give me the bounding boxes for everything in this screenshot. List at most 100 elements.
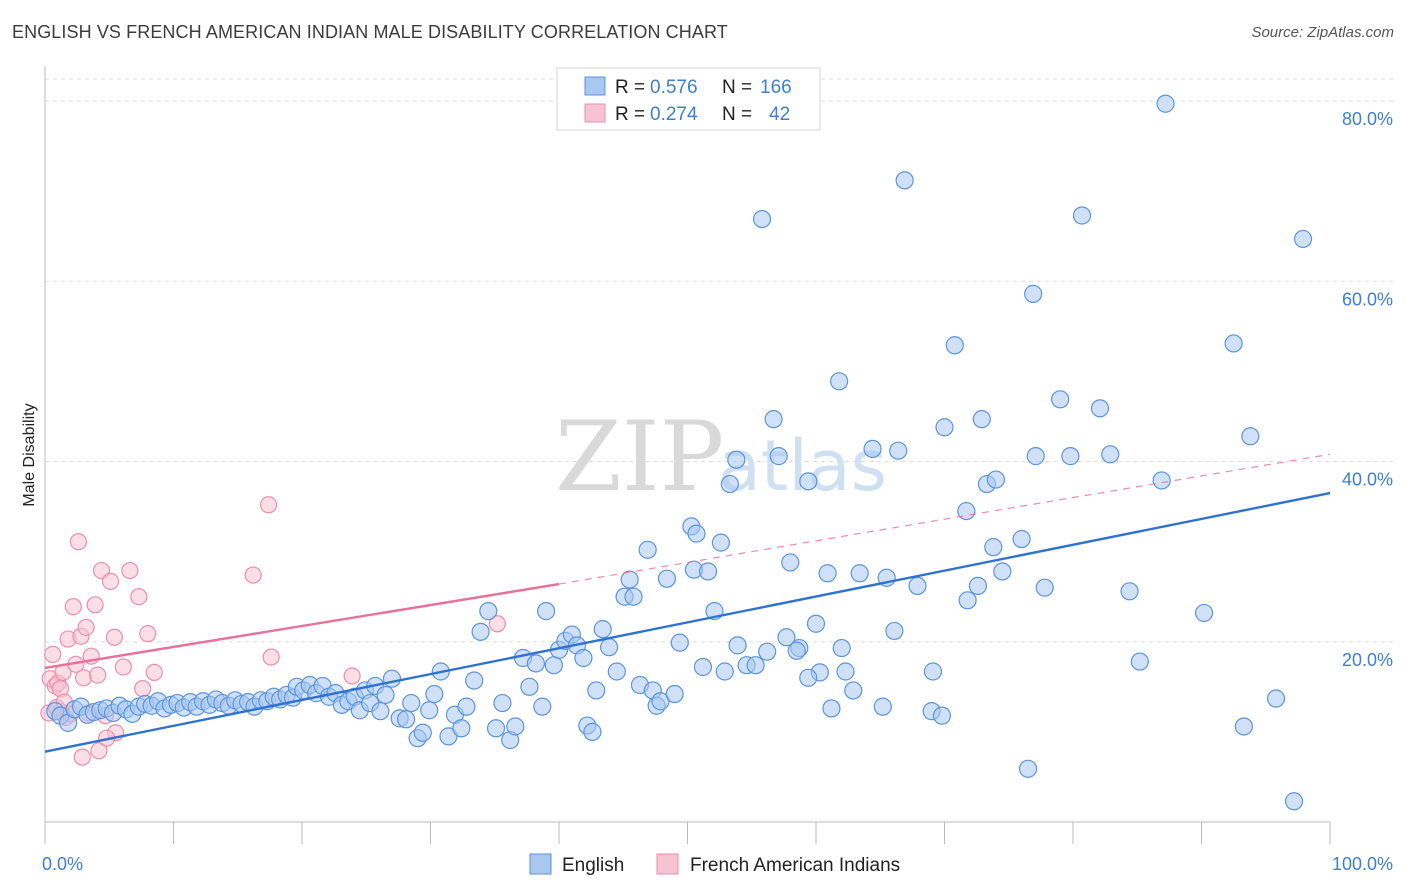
x-tick-right: 100.0% [1332,854,1393,874]
french-point [86,596,104,614]
axes-layer [44,66,1331,844]
french-point [121,561,139,580]
english-point [986,470,1006,489]
english-point [1130,652,1149,671]
english-point [537,602,556,621]
english-point [863,439,882,459]
legend-row-english: R = 0.576 N = 166 [615,77,792,98]
english-point [1156,94,1175,113]
english-point [587,681,606,700]
bottom-legend-french: French American Indians [690,855,900,876]
english-point [1026,447,1045,466]
y-tick-label: 20.0% [1342,650,1393,670]
english-point [806,614,826,633]
english-point [1018,759,1038,778]
english-point [493,693,512,713]
french-point [69,533,88,551]
french-point [74,669,93,687]
english-point [968,576,988,595]
english-point [607,662,626,681]
english-point [993,562,1012,581]
watermark: ZIP atlas [555,401,887,513]
english-point [1234,717,1254,736]
english-point [1120,582,1139,601]
english-point [457,697,476,716]
english-point [727,450,746,469]
watermark-atlas: atlas [718,425,887,507]
top-legend: R = 0.576 N = 166 R = 0.274 N = 42 [556,67,821,131]
english-point [1224,334,1243,353]
english-point [1051,390,1070,409]
bottom-legend-swatch-english [529,853,552,875]
english-point [486,719,506,738]
english-point [844,681,863,700]
english-point [720,474,740,494]
french-point [134,680,152,698]
english-point [413,723,432,742]
english-point [1072,206,1092,225]
french-point [114,658,132,676]
english-point [836,662,855,681]
legend-english-r-label: R = [615,77,650,98]
english-point [850,564,869,583]
english-point [382,669,402,688]
english-point [1152,471,1171,490]
bottom-legend: English French American Indians [529,853,900,876]
english-point [958,591,977,610]
english-point [420,701,439,720]
english-point [371,702,390,721]
english-point [728,636,747,655]
english-point [715,662,734,681]
english-point [1266,689,1286,708]
english-point [895,171,914,190]
english-point [932,706,952,725]
legend-french-n-value: 42 [769,104,790,125]
french-point [145,663,163,682]
english-point [787,641,806,660]
bottom-legend-english: English [562,855,624,876]
english-point [781,553,800,572]
french-point [130,588,148,606]
english-point [972,410,991,429]
english-point [651,692,670,711]
english-point [506,717,525,736]
y-axis-label: Male Disability [21,403,38,506]
english-point [687,524,706,543]
legend-swatch-french [584,103,606,123]
french-trend-dashed [558,453,1331,585]
english-point [465,671,484,690]
points-layer [40,94,1313,811]
english-point [593,620,612,639]
french-point [73,748,91,766]
english-point [439,727,458,746]
french-point [139,625,157,643]
english-point [600,638,619,657]
english-point [984,538,1003,557]
english-point [818,564,837,583]
english-point [945,336,964,355]
trend-layer [44,453,1331,753]
chart-title: ENGLISH VS FRENCH AMERICAN INDIAN MALE D… [12,22,728,42]
english-trend-line [44,491,1331,753]
english-point [1101,445,1120,464]
english-point [657,569,677,588]
english-point [471,622,490,641]
french-point [259,496,278,514]
english-point [711,533,731,552]
y-tick-label: 80.0% [1342,109,1393,129]
english-point [752,209,772,229]
legend-english-r-value: 0.576 [650,77,698,98]
english-point [376,685,395,705]
english-point [832,638,851,658]
english-point [624,587,643,606]
english-point [1284,792,1304,811]
english-point [520,677,539,696]
english-point [769,447,788,466]
english-point [526,654,545,673]
english-point [885,621,904,641]
chart-source: Source: ZipAtlas.com [1251,24,1394,41]
french-trend-line [44,582,560,670]
english-point [758,642,777,661]
english-point [452,719,471,738]
english-point [1090,399,1110,418]
